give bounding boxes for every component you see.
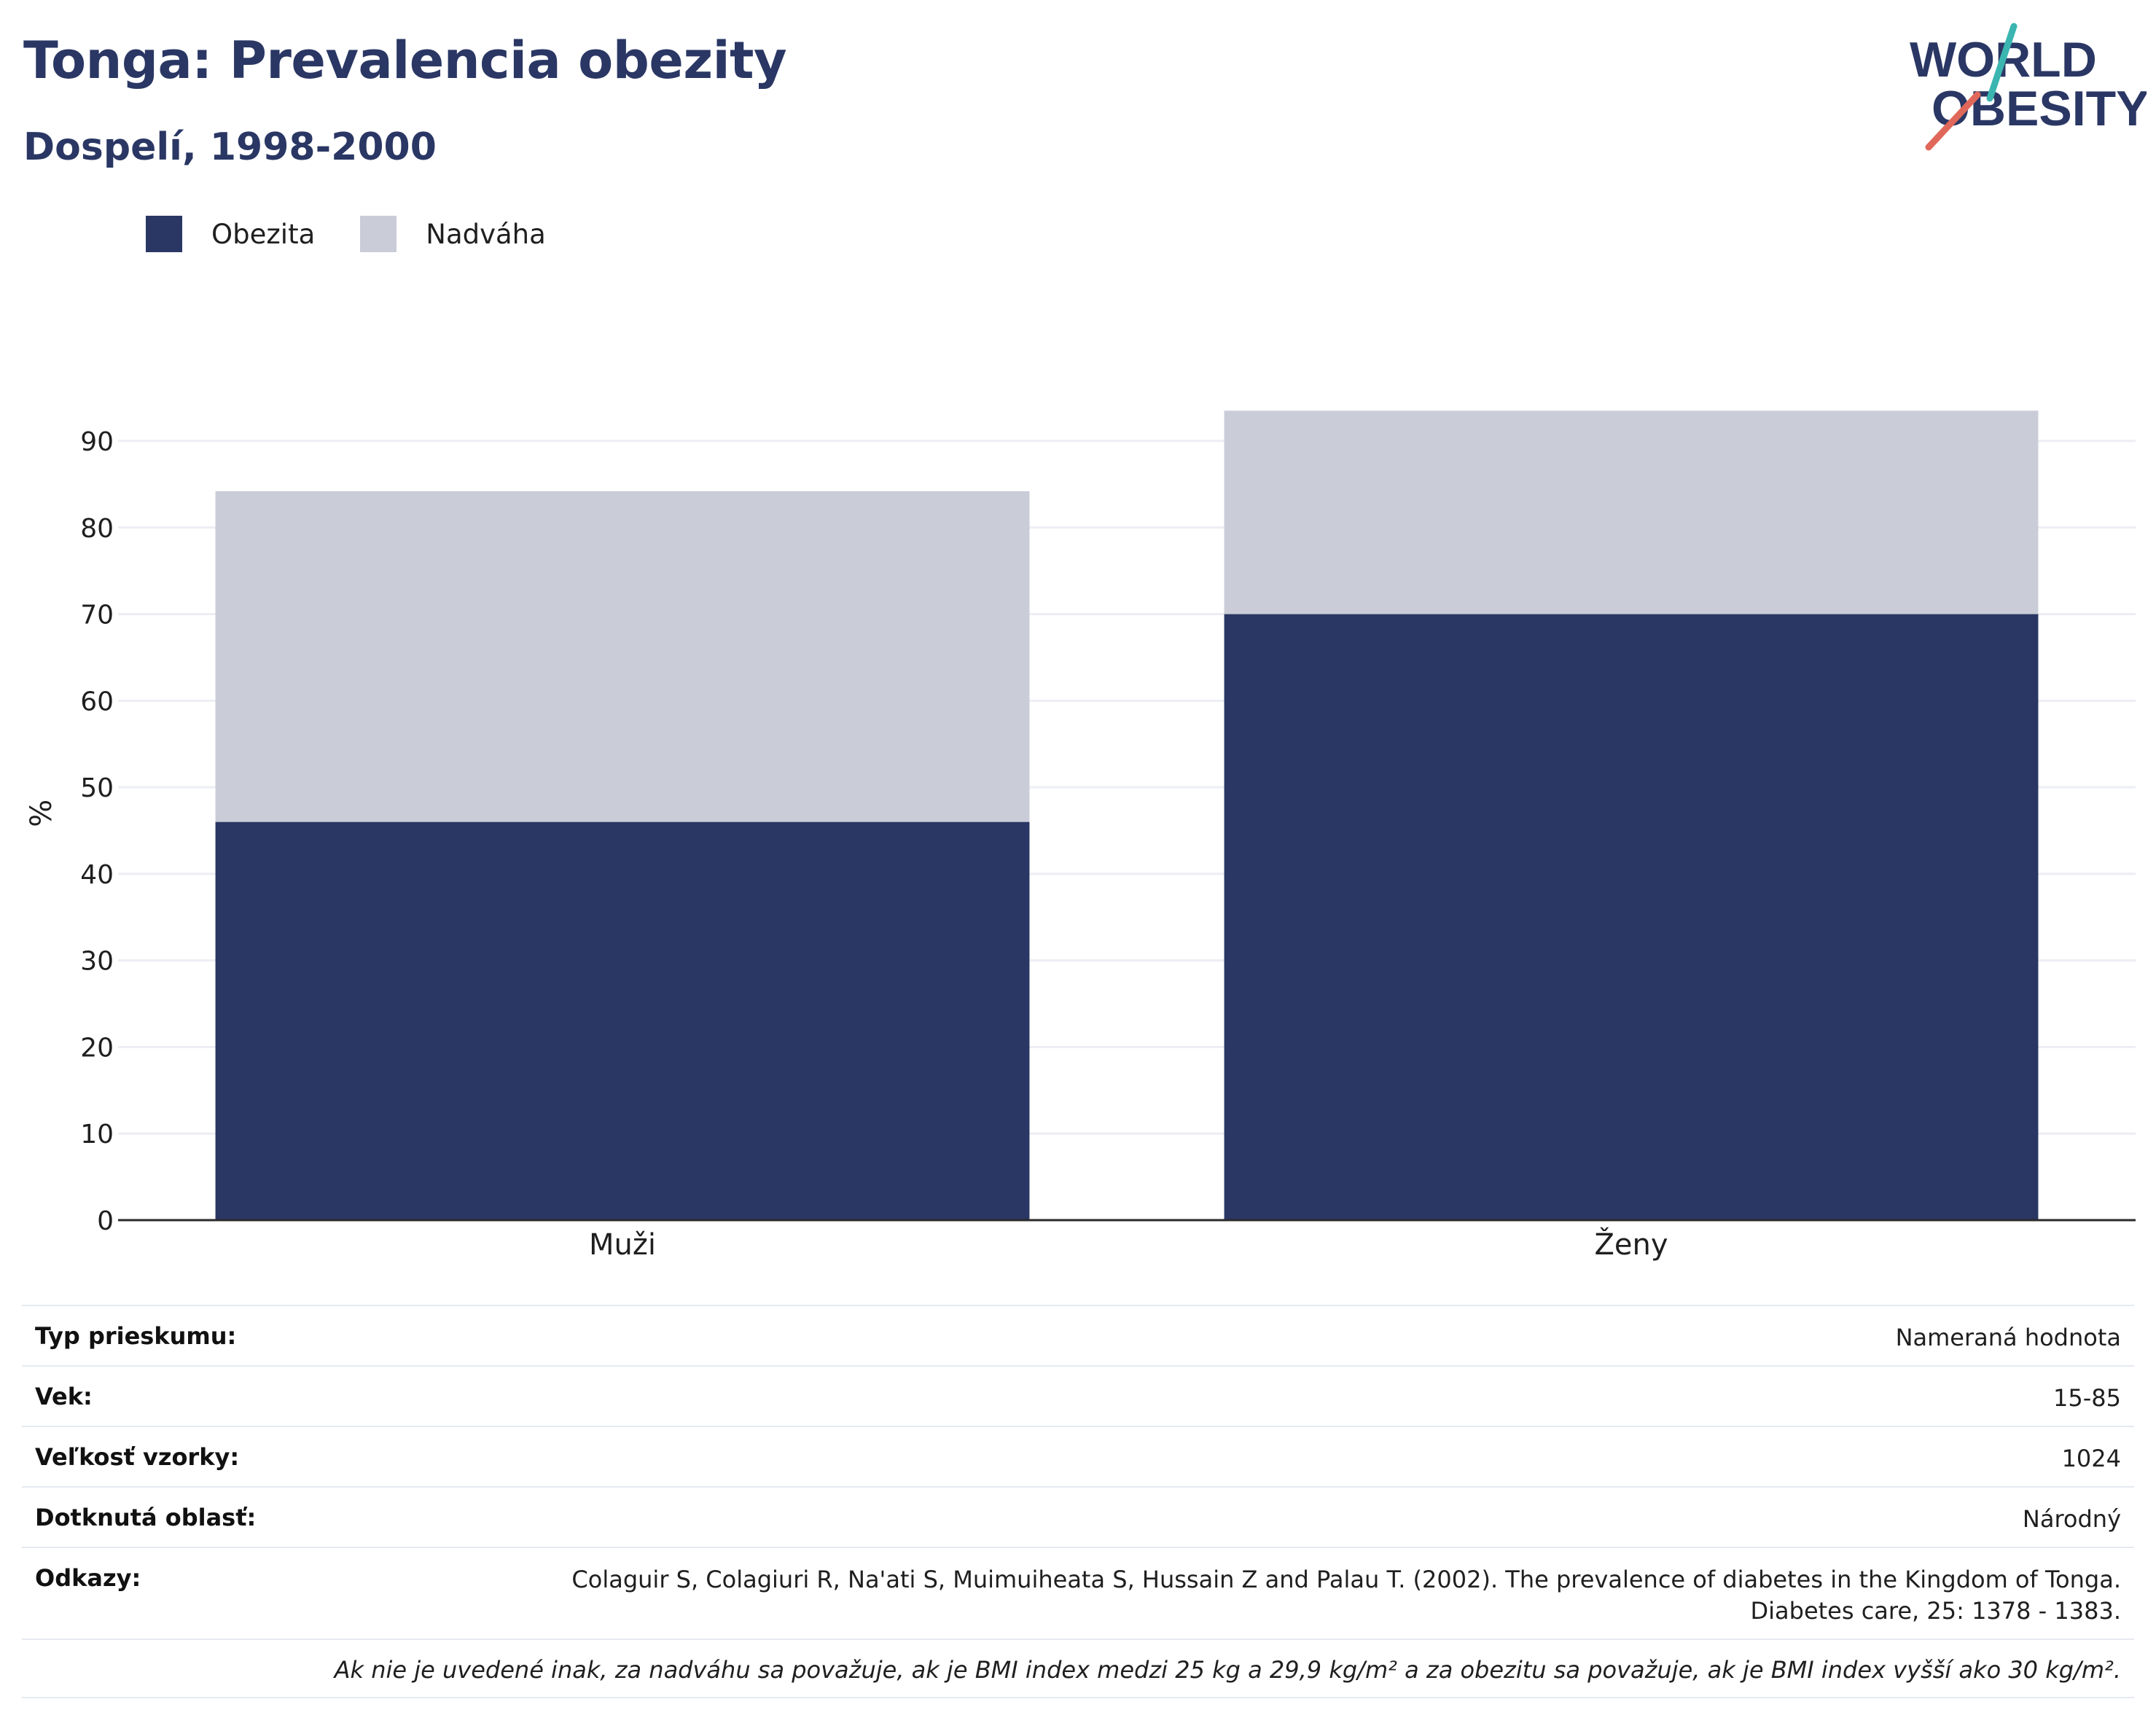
page-subtitle: Dospelí, 1998-2000 xyxy=(23,125,437,169)
info-key-references: Odkazy: xyxy=(35,1564,141,1592)
legend-item-nadvaha: Nadváha xyxy=(360,216,546,252)
bmi-definition-note: Ak nie je uvedené inak, za nadváhu sa po… xyxy=(334,1656,2121,1684)
logo-accent-coral xyxy=(1925,91,1981,151)
y-tick-label: 90 xyxy=(80,427,114,457)
page-title: Tonga: Prevalencia obezity xyxy=(23,31,787,90)
y-tick-label: 20 xyxy=(80,1033,114,1063)
axes: 0 10 20 30 40 50 60 70 80 90% Muži Ženy xyxy=(25,427,2136,1262)
stacked-bar-chart: 0 10 20 30 40 50 60 70 80 90% Muži Ženy xyxy=(25,410,2136,1262)
legend-label-nadvaha: Nadváha xyxy=(426,218,546,250)
chart-legend: Obezita Nadváha xyxy=(146,216,591,252)
y-tick-label: 50 xyxy=(80,773,114,803)
info-key-area: Dotknutá oblasť: xyxy=(35,1504,257,1531)
info-value-area: Národný xyxy=(2022,1505,2121,1533)
legend-swatch-nadvaha xyxy=(360,216,397,252)
y-tick-label: 60 xyxy=(80,687,114,716)
info-key-survey-type: Typ prieskumu: xyxy=(35,1322,237,1350)
legend-swatch-obezita xyxy=(146,216,182,252)
legend-label-obezita: Obezita xyxy=(211,218,316,250)
info-value-age: 15-85 xyxy=(2053,1384,2121,1412)
x-tick-label: Muži xyxy=(589,1228,656,1262)
info-value-sample-size: 1024 xyxy=(2061,1445,2121,1472)
y-tick-label: 0 xyxy=(97,1206,114,1236)
reference-line-2: Diabetes care, 25: 1378 - 1383. xyxy=(1750,1597,2121,1625)
bar-nadvaha-0 xyxy=(215,491,1030,822)
y-tick-label: 70 xyxy=(80,601,114,630)
bar-obezita-0 xyxy=(215,821,1030,1220)
info-row-references: Odkazy: Colaguir S, Colagiuri R, Na'ati … xyxy=(22,1547,2134,1639)
info-row-area: Dotknutá oblasť: Národný xyxy=(22,1486,2134,1547)
y-axis-label: % xyxy=(25,800,58,827)
info-key-sample-size: Veľkosť vzorky: xyxy=(35,1443,240,1471)
bar-obezita-1 xyxy=(1224,614,2039,1220)
logo-accent-teal xyxy=(1986,23,2018,102)
info-row-age: Vek: 15-85 xyxy=(22,1365,2134,1426)
survey-info-table: Typ prieskumu: Nameraná hodnota Vek: 15-… xyxy=(22,1305,2134,1698)
y-tick-label: 30 xyxy=(80,947,114,977)
legend-item-obezita: Obezita xyxy=(146,216,315,252)
info-value-references: Colaguir S, Colagiuri R, Na'ati S, Muimu… xyxy=(571,1564,2121,1627)
y-tick-label: 40 xyxy=(80,860,114,890)
bars xyxy=(215,410,2039,1220)
info-key-age: Vek: xyxy=(35,1383,93,1410)
info-row-note: Ak nie je uvedené inak, za nadváhu sa po… xyxy=(22,1639,2134,1698)
info-value-survey-type: Nameraná hodnota xyxy=(1895,1324,2121,1351)
info-row-survey-type: Typ prieskumu: Nameraná hodnota xyxy=(22,1305,2134,1365)
bar-nadvaha-1 xyxy=(1224,410,2039,614)
y-tick-label: 10 xyxy=(80,1120,114,1149)
world-obesity-logo: WORLD OBESITY xyxy=(1906,22,2149,153)
reference-line-1: Colaguir S, Colagiuri R, Na'ati S, Muimu… xyxy=(571,1566,2121,1593)
y-tick-label: 80 xyxy=(80,514,114,544)
x-tick-label: Ženy xyxy=(1594,1227,1668,1262)
info-row-sample-size: Veľkosť vzorky: 1024 xyxy=(22,1426,2134,1486)
